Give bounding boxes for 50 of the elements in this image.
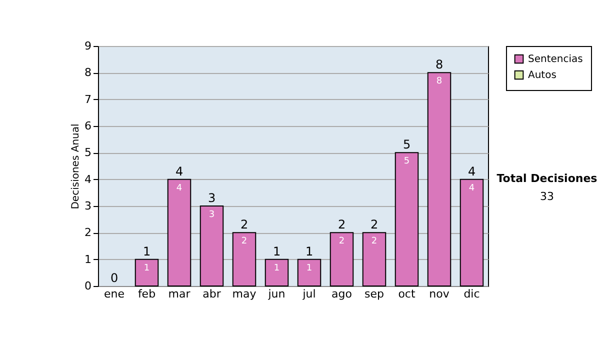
- y-tick-label: 9: [84, 40, 92, 52]
- data-label: 2: [371, 236, 378, 247]
- y-tick-label: 4: [84, 172, 92, 186]
- x-tick-label: abr: [202, 288, 222, 300]
- y-tick-label: 5: [84, 146, 92, 160]
- data-label: 8: [436, 76, 442, 87]
- data-label: 4: [176, 183, 182, 194]
- x-tick-label: oct: [398, 288, 416, 300]
- y-tick-label: 0: [84, 280, 92, 292]
- data-label: 2: [338, 236, 345, 247]
- x-tick-label: nov: [429, 288, 450, 300]
- x-tick-label: mar: [168, 288, 191, 300]
- text: 33: [539, 190, 555, 203]
- total-label: 4: [468, 164, 476, 178]
- total-label: 8: [435, 58, 444, 72]
- legend-label: Sentencias: [528, 54, 583, 65]
- text: Total Decisiones: [496, 172, 598, 185]
- data-label: 3: [208, 210, 215, 220]
- total-label: 2: [240, 218, 248, 232]
- x-tick-label: feb: [138, 288, 156, 300]
- y-tick-label: 8: [84, 66, 92, 80]
- x-tick-label: sep: [364, 288, 384, 300]
- x-tick-label: jun: [267, 288, 286, 300]
- total-label: 2: [370, 218, 378, 232]
- total-label: 3: [208, 191, 216, 205]
- y-tick-label: 1: [84, 252, 92, 266]
- x-tick-label: ago: [332, 288, 352, 300]
- total-label: 1: [142, 244, 151, 258]
- y-tick-label: 2: [84, 226, 92, 240]
- x-tick-label: jul: [302, 288, 316, 300]
- total-label: 1: [272, 244, 281, 258]
- data-label: 2: [241, 236, 248, 247]
- total-label: 2: [338, 218, 346, 232]
- total-label: 4: [175, 164, 184, 178]
- y-tick-label: 3: [84, 200, 92, 212]
- y-axis-title: Decisiones Anual: [70, 124, 82, 210]
- total-label: 5: [402, 138, 411, 152]
- data-label: 4: [468, 183, 475, 194]
- data-label: 1: [144, 263, 150, 274]
- y-tick-label: 7: [84, 92, 92, 106]
- x-tick-label: may: [232, 288, 257, 300]
- data-label: 5: [404, 156, 410, 167]
- data-label: 1: [306, 263, 312, 274]
- x-tick-label: dic: [464, 288, 480, 300]
- total-label: 0: [110, 271, 118, 285]
- total-label: 1: [305, 244, 314, 258]
- y-tick-label: 6: [84, 120, 92, 132]
- x-tick-label: ene: [104, 288, 125, 300]
- data-label: 1: [274, 263, 280, 274]
- legend-label: Autos: [528, 70, 556, 81]
